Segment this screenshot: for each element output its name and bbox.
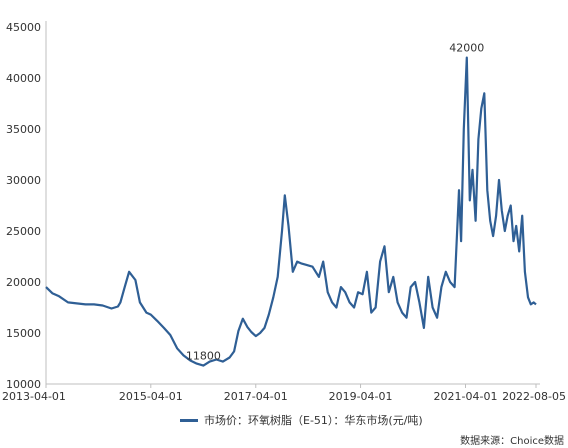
legend-swatch	[180, 418, 198, 422]
y-tick-label: 40000	[6, 72, 41, 85]
x-tick-label: 2019-04-01	[329, 390, 393, 403]
y-tick-label: 35000	[6, 123, 41, 136]
y-tick-label: 45000	[6, 21, 41, 34]
y-tick-label: 15000	[6, 327, 41, 340]
source-note: 数据来源：Choice数据	[460, 436, 564, 447]
x-tick-labels: 2013-04-01 2015-04-01 2017-04-01 2019-04-01…	[2, 384, 566, 403]
y-tick-label: 25000	[6, 225, 41, 238]
data-label: 11800	[186, 350, 221, 363]
x-tick-label: 2013-04-01	[2, 390, 66, 403]
legend: 市场价：环氧树脂（E-51）：华东市场(元/吨)	[180, 412, 423, 428]
price-series-line	[45, 56, 537, 367]
y-tick-label: 10000	[6, 378, 41, 391]
series-layer	[45, 56, 537, 367]
data-label: 42000	[449, 42, 484, 55]
y-tick-labels: 10000 15000 20000 25000 30000 35000 40000 45000	[6, 21, 41, 391]
annotation-layer: 42000 11800	[186, 42, 484, 363]
y-tick-label: 30000	[6, 174, 41, 187]
legend-label: 市场价：环氧树脂（E-51）：华东市场(元/吨)	[204, 414, 423, 427]
y-tick-label: 20000	[6, 276, 41, 289]
x-tick-label: 2021-04-01	[434, 390, 498, 403]
x-tick-label: 2022-08-05	[502, 390, 566, 403]
x-tick-label: 2017-04-01	[224, 390, 288, 403]
x-tick-label: 2015-04-01	[119, 390, 183, 403]
